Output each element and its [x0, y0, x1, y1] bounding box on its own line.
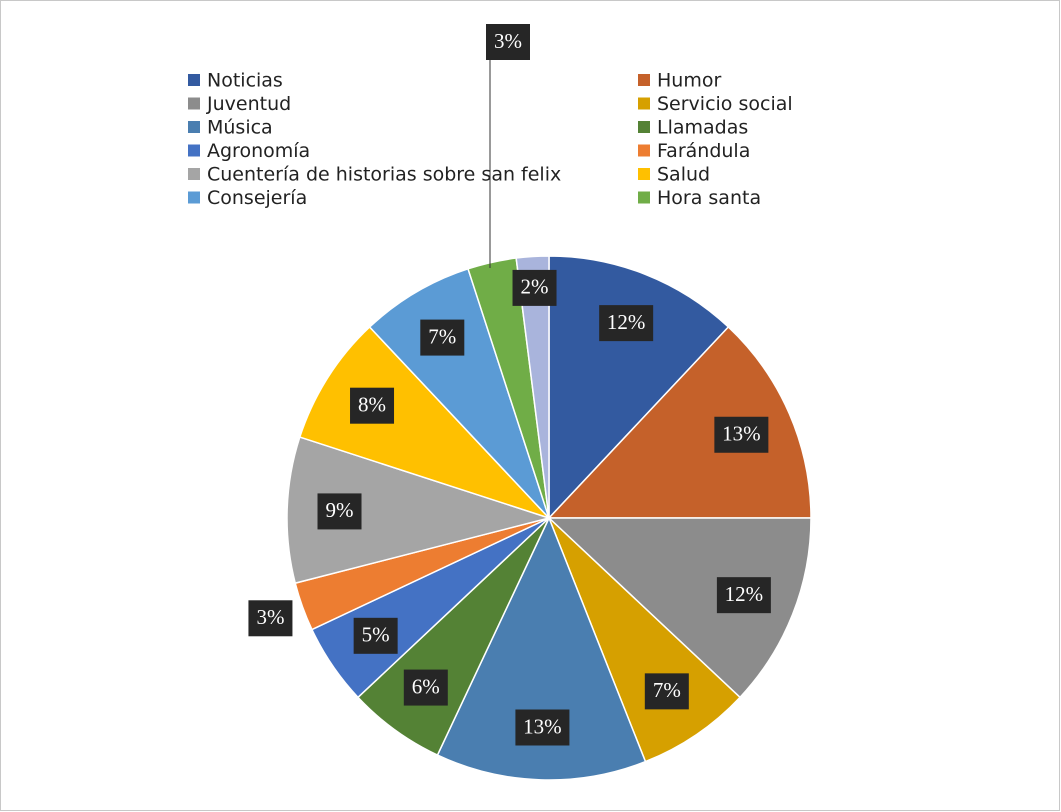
- data-label-box: [716, 577, 771, 614]
- legend-swatch: [638, 191, 650, 204]
- data-label-box: [512, 269, 557, 306]
- legend-label: Farándula: [657, 140, 750, 162]
- data-label: 9%: [326, 498, 354, 522]
- pie-slice: [548, 517, 742, 763]
- pie-slice: [436, 516, 647, 781]
- data-label: 12%: [607, 310, 646, 334]
- legend-swatch: [188, 168, 200, 180]
- data-label: 3%: [256, 605, 284, 629]
- legend-swatch: [638, 144, 650, 157]
- legend-label: Juventud: [206, 93, 291, 115]
- legend-label: Noticias: [207, 70, 283, 92]
- legend-swatch: [188, 191, 200, 204]
- legend-label: Hora santa: [657, 187, 761, 209]
- data-label-box: [599, 305, 654, 342]
- legend-swatch: [638, 121, 650, 133]
- legend-label: Llamadas: [657, 117, 748, 139]
- data-label-box: [353, 617, 398, 654]
- pie-slice: [298, 325, 550, 519]
- data-label: 8%: [358, 393, 386, 417]
- pie-slice: [368, 267, 550, 519]
- data-label-box: [644, 673, 689, 710]
- pie-slice: [548, 255, 730, 520]
- legend-label: Música: [207, 117, 273, 139]
- data-label: 7%: [653, 678, 681, 702]
- data-label: 3%: [494, 29, 522, 53]
- legend-label: Cuentería de historias sobre san felix: [207, 164, 561, 186]
- data-label-box: [317, 493, 362, 530]
- data-label-box: [350, 387, 395, 424]
- data-label: 13%: [722, 422, 761, 446]
- data-label: 13%: [523, 714, 562, 738]
- legend-swatch: [638, 168, 650, 180]
- data-label-box: [714, 416, 769, 453]
- legend-swatch: [188, 144, 200, 157]
- pie-slice: [515, 255, 550, 519]
- data-label-box: [248, 600, 293, 637]
- data-label: 5%: [362, 623, 390, 647]
- pie-slice: [286, 436, 552, 585]
- legend-swatch: [638, 97, 650, 110]
- legend-label: Servicio social: [657, 93, 793, 115]
- legend-swatch: [188, 74, 200, 86]
- legend-label: Consejería: [207, 187, 307, 209]
- legend-label: Humor: [657, 70, 721, 92]
- data-label-box: [420, 319, 465, 356]
- pie-slice: [547, 325, 812, 519]
- data-label: 6%: [412, 674, 440, 698]
- pie-slice: [547, 517, 812, 699]
- legend-swatch: [638, 74, 650, 86]
- legend-swatch: [188, 121, 200, 133]
- data-label: 2%: [521, 275, 549, 299]
- legend-label: Agronomía: [207, 140, 310, 162]
- legend-label: Salud: [657, 164, 710, 186]
- data-label-box: [486, 24, 530, 60]
- data-label-box: [403, 669, 448, 706]
- data-label-box: [515, 709, 570, 746]
- legend-swatch: [188, 97, 200, 110]
- data-label: 7%: [428, 324, 456, 348]
- data-label: 12%: [725, 582, 764, 606]
